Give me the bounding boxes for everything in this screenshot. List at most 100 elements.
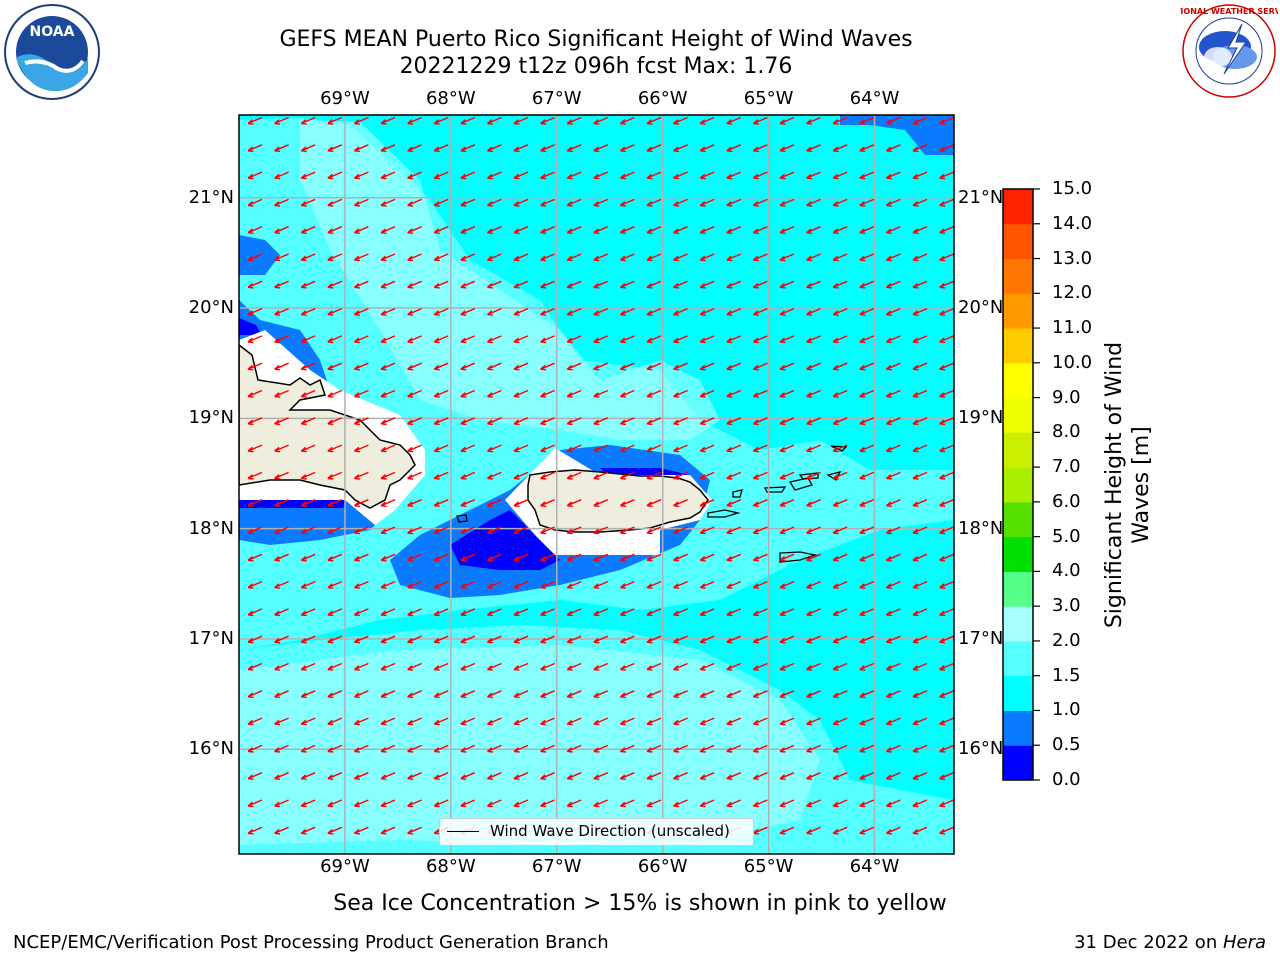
wave-direction-arrow	[247, 744, 263, 753]
wave-direction-arrow	[460, 198, 476, 207]
wave-direction-arrow	[353, 280, 369, 289]
wave-direction-arrow	[779, 662, 795, 671]
wave-direction-arrow	[274, 608, 289, 617]
wave-direction-arrow	[327, 526, 343, 535]
wave-direction-arrow	[433, 198, 449, 207]
wave-direction-arrow	[566, 717, 582, 726]
wave-direction-arrow	[327, 171, 343, 180]
wave-direction-arrow	[832, 280, 848, 289]
wave-direction-arrow	[593, 226, 609, 234]
wave-direction-arrow	[939, 690, 954, 699]
wave-direction-arrow	[353, 171, 369, 180]
wave-direction-arrow	[699, 253, 715, 262]
wave-direction-arrow	[566, 526, 582, 535]
wave-direction-arrow	[593, 335, 609, 344]
wave-direction-arrow	[513, 608, 529, 617]
wave-direction-arrow	[939, 635, 954, 644]
wave-direction-arrow	[540, 171, 555, 180]
wave-direction-arrow	[274, 335, 289, 344]
wave-direction-arrow	[699, 198, 715, 207]
wave-direction-arrow	[353, 389, 369, 398]
wave-direction-arrow	[832, 444, 848, 453]
wave-direction-arrow	[593, 772, 609, 780]
wave-direction-arrow	[513, 444, 529, 453]
wave-direction-arrow	[912, 799, 928, 808]
wave-direction-arrow	[726, 553, 742, 562]
wave-direction-arrow	[593, 471, 609, 480]
wave-direction-arrow	[726, 690, 742, 699]
wave-direction-arrow	[353, 717, 369, 726]
wave-direction-arrow	[380, 608, 396, 617]
colorbar-swatch	[1003, 258, 1033, 294]
wave-direction-arrow	[619, 635, 635, 644]
wave-direction-arrow	[433, 499, 449, 507]
wave-direction-arrow	[832, 362, 848, 371]
wave-direction-arrow	[752, 826, 768, 835]
wave-direction-arrow	[779, 253, 795, 262]
wave-direction-arrow	[288, 853, 289, 854]
wave-direction-arrow	[380, 417, 396, 426]
wave-direction-arrow	[540, 335, 555, 344]
wave-direction-arrow	[646, 171, 662, 180]
wave-direction-arrow	[832, 662, 848, 671]
wave-direction-arrow	[380, 580, 396, 589]
wave-direction-arrow	[752, 171, 768, 180]
wave-direction-arrow	[619, 417, 635, 426]
wave-direction-arrow	[806, 826, 821, 835]
wave-direction-arrow	[566, 799, 582, 808]
wave-direction-arrow	[646, 198, 662, 207]
wave-direction-arrow	[407, 171, 422, 180]
wave-direction-arrow	[646, 799, 662, 808]
wave-direction-arrow	[380, 744, 396, 753]
wave-direction-arrow	[699, 471, 715, 480]
wave-direction-arrow	[859, 144, 875, 153]
wave-direction-arrow	[885, 690, 901, 699]
wave-direction-arrow	[912, 335, 928, 344]
wave-direction-arrow	[353, 144, 369, 153]
wave-direction-arrow	[926, 853, 927, 854]
wave-direction-arrow	[327, 744, 343, 753]
wave-direction-arrow	[673, 744, 688, 753]
wave-direction-arrow	[726, 772, 742, 780]
wave-direction-arrow	[752, 799, 768, 808]
wave-direction-arrow	[699, 608, 715, 617]
wave-direction-arrow	[566, 690, 582, 699]
wave-direction-arrow	[779, 280, 795, 289]
wave-direction-arrow	[593, 580, 609, 589]
wave-direction-arrow	[779, 198, 795, 207]
wave-direction-arrow	[353, 826, 369, 835]
wave-direction-arrow	[885, 253, 901, 262]
wave-direction-arrow	[486, 580, 502, 589]
wave-direction-arrow	[433, 799, 449, 808]
lon-label-bottom: 65°W	[743, 856, 794, 877]
wave-direction-arrow	[806, 144, 821, 153]
wave-direction-arrow	[300, 362, 316, 371]
wave-direction-arrow	[300, 471, 316, 480]
wave-direction-arrow	[673, 717, 688, 726]
wave-direction-arrow	[699, 499, 715, 507]
wave-direction-arrow	[513, 717, 529, 726]
wave-direction-arrow	[619, 717, 635, 726]
wave-direction-arrow	[646, 553, 662, 562]
wave-direction-arrow	[619, 171, 635, 180]
wave-direction-arrow	[300, 690, 316, 699]
wave-direction-arrow	[832, 116, 848, 125]
lat-label-right: 19°N	[958, 407, 1004, 429]
wave-direction-arrow	[300, 307, 316, 316]
wave-direction-arrow	[939, 744, 954, 753]
wave-direction-arrow	[726, 580, 742, 589]
wave-direction-arrow	[806, 799, 821, 808]
gridlines	[239, 115, 954, 854]
wave-direction-arrow	[300, 444, 316, 453]
wave-direction-arrow	[885, 335, 901, 344]
wave-direction-arrow	[380, 772, 396, 780]
wave-direction-arrow	[380, 116, 396, 125]
wave-direction-arrow	[593, 116, 609, 125]
wave-direction-arrow	[832, 226, 848, 234]
wave-direction-arrow	[407, 826, 422, 835]
wave-direction-arrow	[832, 417, 848, 426]
wave-direction-arrow	[380, 144, 396, 153]
wave-direction-arrow	[619, 144, 635, 153]
wave-direction-arrow	[460, 144, 476, 153]
wave-direction-arrow	[806, 580, 821, 589]
